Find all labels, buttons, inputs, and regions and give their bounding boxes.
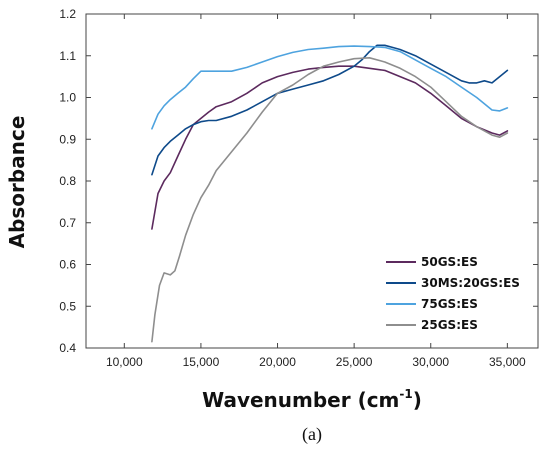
series-lines xyxy=(151,44,509,343)
x-tick-label: 20,000 xyxy=(259,355,296,369)
x-tick-label: 35,000 xyxy=(489,355,526,369)
y-tick-label: 1.2 xyxy=(59,7,76,21)
x-axis-title-main: Wavenumber (cm xyxy=(202,388,399,412)
y-tick-label: 1.1 xyxy=(59,49,76,63)
x-tick-label: 25,000 xyxy=(336,355,373,369)
legend-label: 75GS:ES xyxy=(421,297,478,311)
tick-marks: 10,000 15,000 20,000 25,000 30,000 35,000 0.4 0… xyxy=(59,7,538,369)
y-tick-label: 1.0 xyxy=(59,91,76,105)
x-axis-title: Wavenumber (cm-1) xyxy=(202,387,422,412)
x-axis-title-superscript: -1 xyxy=(399,387,412,401)
legend-label: 25GS:ES xyxy=(421,318,478,332)
legend-label: 50GS:ES xyxy=(421,255,478,269)
series-line-3 xyxy=(151,56,509,343)
y-axis-title: Absorbance xyxy=(5,116,29,249)
legend-label: 30MS:20GS:ES xyxy=(421,276,520,290)
y-tick-label: 0.6 xyxy=(59,258,76,272)
x-tick-label: 30,000 xyxy=(412,355,449,369)
y-tick-label: 0.7 xyxy=(59,216,76,230)
x-tick-label: 15,000 xyxy=(183,355,220,369)
y-tick-label: 0.4 xyxy=(59,341,76,355)
legend: 50GS:ES 30MS:20GS:ES 75GS:ES 25GS:ES xyxy=(386,255,520,332)
series-line-1 xyxy=(151,44,509,176)
x-tick-label: 10,000 xyxy=(106,355,143,369)
y-tick-label: 0.5 xyxy=(59,299,76,313)
x-axis-title-close: ) xyxy=(413,388,422,412)
y-tick-label: 0.9 xyxy=(59,132,76,146)
figure-caption: (a) xyxy=(302,424,322,445)
series-line-0 xyxy=(151,65,509,230)
y-tick-label: 0.8 xyxy=(59,174,76,188)
series-line-2 xyxy=(151,45,509,130)
